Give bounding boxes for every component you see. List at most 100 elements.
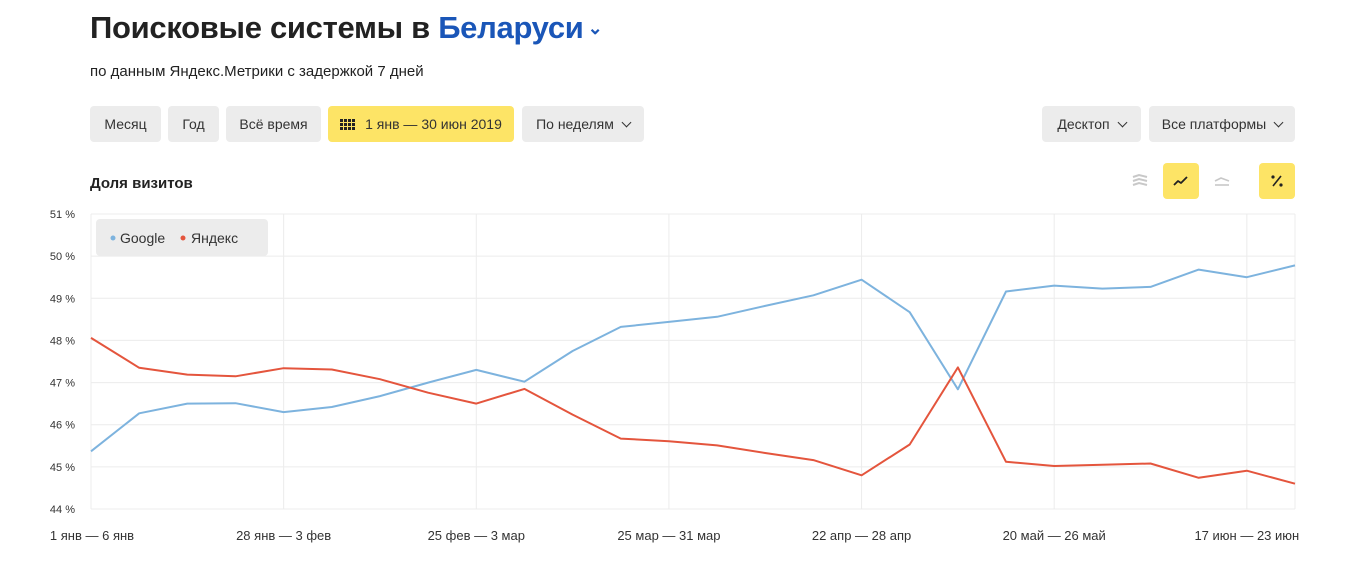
title-prefix: Поисковые системы в	[90, 10, 430, 45]
y-tick-label: 44 %	[50, 504, 75, 516]
chart-legend: Google Яндекс	[96, 219, 268, 256]
period-year-button[interactable]: Год	[168, 106, 219, 142]
percent-toggle-button[interactable]	[1259, 163, 1295, 199]
data-point-google[interactable]	[424, 379, 432, 387]
data-point-yandex[interactable]	[1195, 474, 1203, 482]
data-point-google[interactable]	[1098, 285, 1106, 293]
data-point-yandex[interactable]	[135, 364, 143, 372]
x-tick-label: 28 янв — 3 фев	[236, 528, 331, 543]
data-point-yandex[interactable]	[328, 366, 336, 374]
legend-dot-google	[110, 235, 116, 241]
data-point-google[interactable]	[472, 366, 480, 374]
legend-label-google: Google	[120, 230, 165, 246]
data-point-yandex[interactable]	[569, 411, 577, 419]
data-point-yandex[interactable]	[1243, 467, 1251, 475]
region-selector[interactable]: Беларуси	[438, 10, 584, 45]
data-point-google[interactable]	[328, 403, 336, 411]
period-month-button[interactable]: Месяц	[90, 106, 161, 142]
data-point-google[interactable]	[280, 408, 288, 416]
data-point-google[interactable]	[1147, 283, 1155, 291]
x-tick-label: 1 янв — 6 янв	[50, 528, 134, 543]
data-point-yandex[interactable]	[376, 375, 384, 383]
line-view-button[interactable]	[1163, 163, 1199, 199]
data-point-google[interactable]	[569, 347, 577, 355]
data-point-google[interactable]	[858, 276, 866, 284]
baseline-view-button[interactable]	[1204, 163, 1240, 199]
y-tick-label: 51 %	[50, 209, 75, 221]
device-label: Десктоп	[1057, 116, 1110, 132]
data-point-google[interactable]	[617, 323, 625, 331]
data-point-google[interactable]	[1195, 266, 1203, 274]
data-point-yandex[interactable]	[231, 372, 239, 380]
data-point-yandex[interactable]	[1147, 459, 1155, 467]
device-dropdown[interactable]: Десктоп	[1042, 106, 1141, 142]
data-point-google[interactable]	[1050, 282, 1058, 290]
grouping-label: По неделям	[536, 116, 614, 132]
data-point-yandex[interactable]	[906, 441, 914, 449]
data-point-google[interactable]	[906, 308, 914, 316]
data-point-yandex[interactable]	[1291, 480, 1299, 488]
data-point-google[interactable]	[713, 313, 721, 321]
data-point-yandex[interactable]	[424, 389, 432, 397]
y-tick-label: 46 %	[50, 420, 75, 432]
page-subtitle: по данным Яндекс.Метрики с задержкой 7 д…	[90, 63, 424, 80]
legend-label-yandex: Яндекс	[191, 230, 238, 246]
series-line-yandex	[90, 337, 1296, 485]
data-point-google[interactable]	[954, 385, 962, 393]
date-range-button[interactable]: 1 янв — 30 июн 2019	[328, 106, 514, 142]
chevron-down-icon[interactable]: ⌄	[587, 18, 603, 38]
data-point-yandex[interactable]	[183, 371, 191, 379]
data-point-yandex[interactable]	[1050, 462, 1058, 470]
data-point-yandex[interactable]	[1098, 461, 1106, 469]
data-point-yandex[interactable]	[665, 437, 673, 445]
data-point-yandex[interactable]	[809, 456, 817, 464]
calendar-icon	[340, 118, 356, 130]
page-title: Поисковые системы в Беларуси ⌄	[90, 10, 603, 46]
data-point-google[interactable]	[809, 291, 817, 299]
x-tick-label: 22 апр — 28 апр	[812, 528, 911, 543]
y-tick-label: 49 %	[50, 293, 75, 305]
x-tick-label: 25 фев — 3 мар	[428, 528, 525, 543]
data-point-google[interactable]	[135, 409, 143, 417]
data-point-yandex[interactable]	[761, 449, 769, 457]
data-point-google[interactable]	[183, 400, 191, 408]
data-point-yandex[interactable]	[858, 471, 866, 479]
date-range-label: 1 янв — 30 июн 2019	[365, 116, 502, 132]
data-point-yandex[interactable]	[280, 364, 288, 372]
grouping-dropdown[interactable]: По неделям	[522, 106, 644, 142]
data-point-google[interactable]	[376, 392, 384, 400]
period-month-label: Месяц	[104, 116, 147, 132]
data-point-google[interactable]	[665, 318, 673, 326]
period-year-label: Год	[182, 116, 205, 132]
data-point-google[interactable]	[231, 399, 239, 407]
data-point-yandex[interactable]	[954, 363, 962, 371]
series-line-google	[90, 264, 1296, 453]
data-point-yandex[interactable]	[87, 334, 95, 342]
platform-dropdown[interactable]: Все платформы	[1149, 106, 1295, 142]
y-tick-label: 48 %	[50, 335, 75, 347]
chart-title: Доля визитов	[90, 175, 193, 192]
y-tick-label: 45 %	[50, 462, 75, 474]
period-all-time-button[interactable]: Всё время	[226, 106, 321, 142]
data-point-google[interactable]	[1291, 261, 1299, 269]
period-all-time-label: Всё время	[239, 116, 308, 132]
line-chart-icon	[1173, 176, 1188, 186]
x-tick-label: 20 май — 26 май	[1003, 528, 1106, 543]
data-point-google[interactable]	[1243, 273, 1251, 281]
stacked-area-view-button[interactable]	[1122, 163, 1158, 199]
data-point-yandex[interactable]	[1002, 458, 1010, 466]
data-point-yandex[interactable]	[617, 435, 625, 443]
legend-dot-yandex	[180, 235, 186, 241]
data-point-google[interactable]	[520, 378, 528, 386]
data-point-yandex[interactable]	[472, 400, 480, 408]
baseline-icon	[1214, 177, 1230, 186]
data-point-google[interactable]	[1002, 288, 1010, 296]
x-tick-label: 25 мар — 31 мар	[617, 528, 720, 543]
data-point-google[interactable]	[87, 447, 95, 455]
data-point-yandex[interactable]	[520, 385, 528, 393]
data-point-google[interactable]	[761, 302, 769, 310]
platform-label: Все платформы	[1161, 116, 1267, 132]
data-point-yandex[interactable]	[713, 441, 721, 449]
x-tick-label: 17 июн — 23 июн	[1194, 528, 1299, 543]
